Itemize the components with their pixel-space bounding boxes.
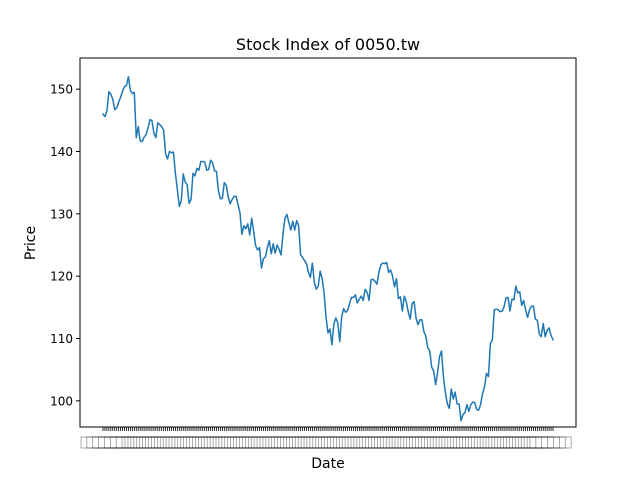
y-axis-ticks: 100 110 120 130 140 150 xyxy=(50,83,80,408)
y-axis-label: Price xyxy=(23,226,39,260)
y-tick-label: 100 xyxy=(50,394,73,408)
y-tick-label: 140 xyxy=(50,145,73,159)
y-tick-label: 120 xyxy=(50,270,73,284)
x-tick-label-overlap xyxy=(526,436,572,449)
price-series-line xyxy=(101,75,554,422)
x-axis-ticks xyxy=(80,427,572,449)
y-tick-label: 110 xyxy=(50,332,73,346)
y-tick-label: 130 xyxy=(50,207,73,221)
chart-title: Stock Index of 0050.tw xyxy=(236,35,420,54)
y-tick-label: 150 xyxy=(50,83,73,97)
x-axis-label: Date xyxy=(311,456,344,472)
plot-area-frame xyxy=(79,57,577,428)
